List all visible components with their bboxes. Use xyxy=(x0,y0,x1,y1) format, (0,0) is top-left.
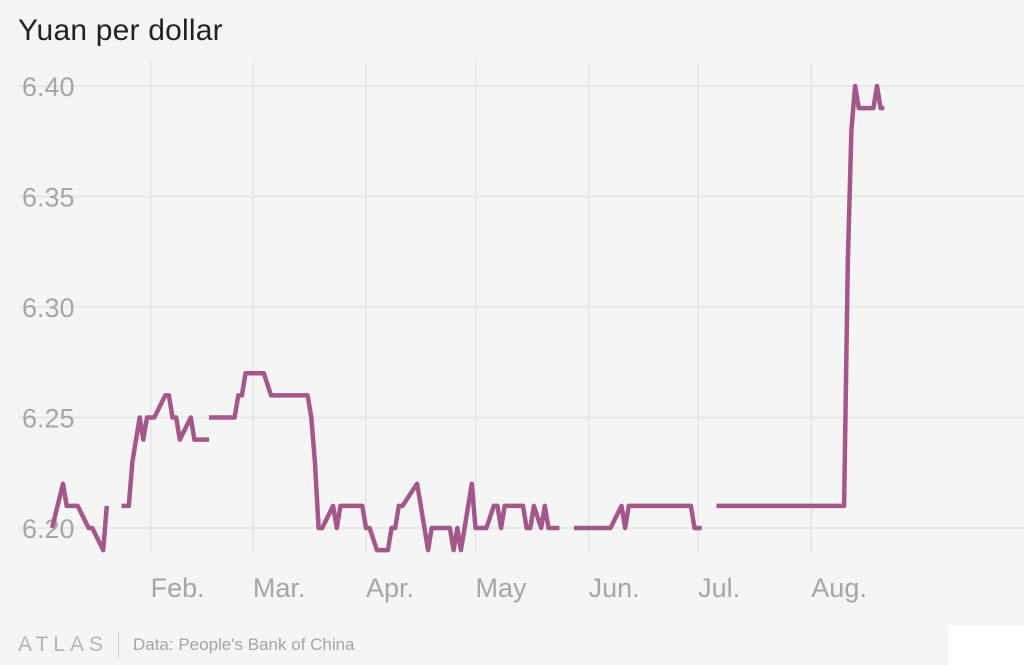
series-line xyxy=(121,393,209,509)
x-tick-label: Feb. xyxy=(151,573,205,603)
corner-patch xyxy=(948,625,1024,665)
y-tick-label: 6.20 xyxy=(22,514,75,544)
x-tick-label: May xyxy=(476,573,528,603)
x-tick-label: Jul. xyxy=(698,573,740,603)
data-source: Data: People's Bank of China xyxy=(132,635,355,654)
y-tick-label: 6.25 xyxy=(22,404,75,434)
chart-footer: ATLAS Data: People's Bank of China xyxy=(18,630,355,660)
line-chart: 6.20 6.25 6.30 6.35 6.40 Feb. Mar. Apr. May Jun. J… xyxy=(18,62,1024,603)
series-line xyxy=(49,481,110,553)
x-tick-label: Aug. xyxy=(811,573,867,603)
y-tick-label: 6.35 xyxy=(22,183,75,213)
chart-title: Yuan per dollar xyxy=(18,14,223,47)
series-line xyxy=(574,503,702,531)
y-tick-label: 6.30 xyxy=(22,293,75,323)
footer-divider xyxy=(117,632,119,658)
x-tick-label: Apr. xyxy=(366,573,414,603)
series-line xyxy=(209,371,560,553)
atlas-logo[interactable]: ATLAS xyxy=(18,633,108,656)
y-tick-label: 6.40 xyxy=(22,72,75,102)
series-line xyxy=(716,83,885,509)
x-tick-label: Jun. xyxy=(589,573,640,603)
x-tick-label: Mar. xyxy=(253,573,306,603)
